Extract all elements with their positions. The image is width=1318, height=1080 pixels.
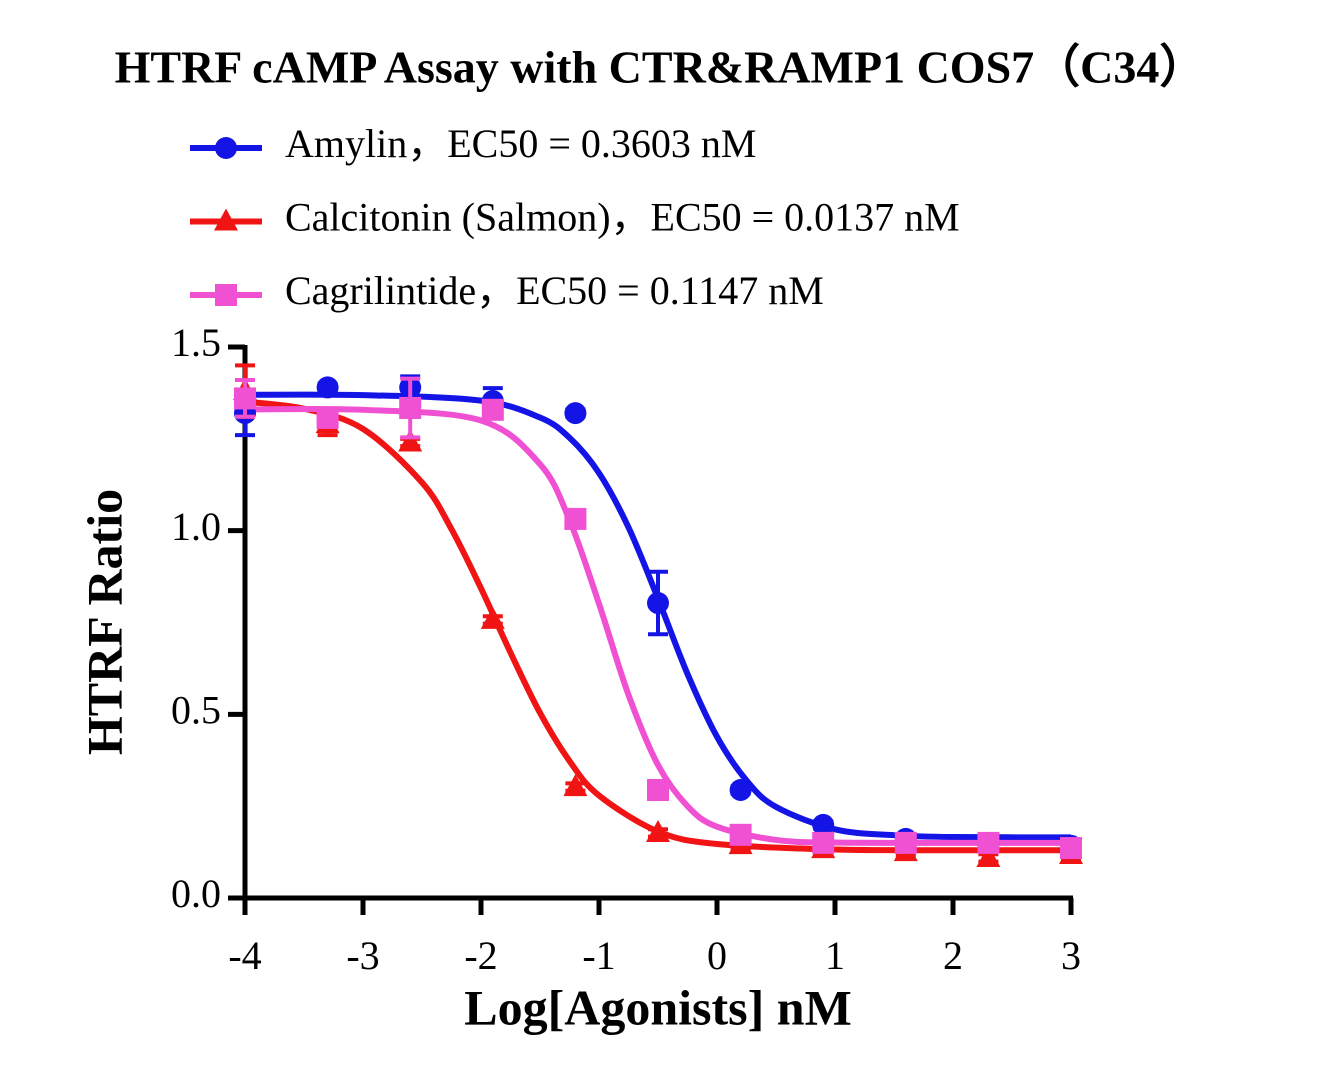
x-tick-label: 3 [1061,933,1081,978]
x-tick-label: -3 [346,933,379,978]
legend-marker [214,208,238,231]
fit-curve [244,391,1072,841]
y-tick-label: 1.5 [171,320,221,365]
data-point [977,831,1000,854]
data-point [647,779,669,802]
fit-curve [244,398,1072,854]
legend-label: Cagrilintide，EC50 = 0.1147 nM [285,268,824,313]
data-point [976,844,1001,867]
data-point [812,813,835,836]
data-point [646,819,670,842]
data-point [563,774,588,797]
x-axis-title: Log[Agonists] nM [464,979,852,1035]
data-point [316,376,339,399]
data-point [729,823,752,846]
data-point [399,396,422,419]
data-point [480,606,505,629]
data-point [564,402,587,425]
x-tick-label: 0 [707,933,727,978]
data-point [316,406,339,429]
data-point [1060,837,1082,860]
legend-label: Calcitonin (Salmon)，EC50 = 0.0137 nM [285,195,960,240]
data-point [234,387,256,410]
data-point [564,507,587,530]
legend-marker [215,137,237,159]
x-tick-label: 1 [825,933,845,978]
data-point [398,429,423,452]
fit-curve [244,405,1072,846]
x-tick-label: 2 [943,933,963,978]
data-point [647,592,669,615]
y-tick-label: 0.0 [171,871,221,916]
y-tick-label: 0.5 [171,688,221,733]
data-point [812,831,835,854]
chart-title: HTRF cAMP Assay with CTR&RAMP1 COS7（C34） [115,42,1206,93]
data-point [894,831,917,854]
y-axis-title: HTRF Ratio [76,489,132,755]
data-point [729,779,752,802]
x-tick-label: -2 [464,933,497,978]
x-tick-label: -1 [582,933,615,978]
legend-label: Amylin，EC50 = 0.3603 nM [285,121,756,166]
x-tick-label: -4 [228,933,261,978]
data-point [481,398,504,421]
y-tick-label: 1.0 [171,504,221,549]
legend-marker [215,284,237,306]
